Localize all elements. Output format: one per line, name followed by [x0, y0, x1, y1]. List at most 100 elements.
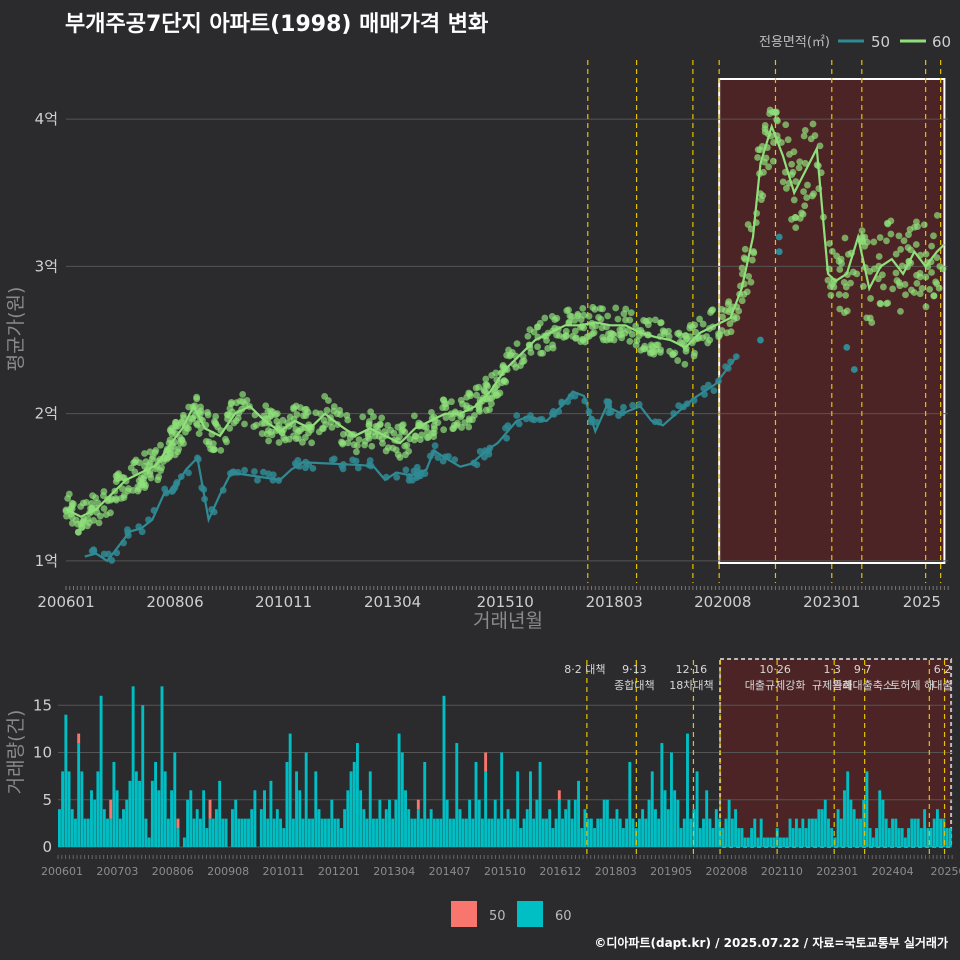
bar-60 — [74, 818, 77, 847]
bar-60 — [240, 818, 244, 847]
point-60 — [744, 221, 752, 228]
bar-60 — [798, 828, 802, 847]
bar-60 — [83, 818, 87, 847]
annotation-label: 대출규제강화 — [745, 679, 806, 692]
bar-50 — [109, 799, 113, 819]
bar-60 — [134, 771, 138, 847]
bar-60 — [333, 818, 337, 847]
point-60 — [589, 303, 597, 311]
point-60 — [759, 192, 767, 200]
point-60 — [177, 419, 185, 427]
bar-60 — [400, 752, 404, 847]
point-50 — [260, 468, 267, 476]
bar-60 — [484, 771, 488, 847]
bar-60 — [522, 818, 526, 847]
point-60 — [861, 233, 869, 241]
point-60 — [803, 194, 811, 201]
bar-60 — [372, 818, 375, 847]
bar-60 — [112, 761, 116, 847]
point-60 — [657, 319, 665, 326]
point-50 — [775, 233, 783, 241]
point-60 — [179, 411, 187, 419]
bar-60 — [785, 837, 789, 847]
bar-60 — [93, 799, 97, 847]
bar-60 — [86, 818, 90, 847]
point-60 — [285, 435, 293, 443]
point-60 — [843, 307, 851, 315]
bar-60 — [513, 818, 516, 847]
point-60 — [750, 248, 757, 255]
point-60 — [492, 369, 500, 377]
bar-60 — [666, 809, 670, 847]
bar-60 — [682, 818, 686, 847]
point-60 — [835, 257, 843, 265]
bar-60 — [532, 818, 536, 847]
bar-60 — [266, 818, 270, 847]
point-60 — [833, 252, 840, 260]
point-60 — [96, 512, 104, 520]
bar-60 — [644, 818, 648, 847]
annotation-label: 특례대출축소 — [832, 679, 893, 692]
bar-60 — [580, 828, 584, 847]
bar-60 — [147, 837, 151, 847]
bar-60 — [509, 818, 513, 847]
bar-60 — [64, 714, 68, 847]
bar-60 — [708, 818, 712, 847]
point-50 — [434, 454, 442, 462]
bar-60 — [737, 828, 741, 847]
point-60 — [470, 412, 478, 419]
bar-60 — [356, 743, 359, 847]
bar-60 — [689, 818, 693, 847]
x-tick-label: 202110 — [761, 865, 803, 878]
bar-60 — [593, 828, 597, 847]
bar-60 — [599, 818, 603, 847]
point-60 — [401, 442, 409, 450]
point-60 — [844, 250, 852, 258]
point-60 — [488, 400, 495, 408]
point-60 — [726, 320, 734, 328]
price-chart: 1억 2억 3억 4억 200601 200806 201011 201304 201510 20… — [5, 33, 951, 632]
point-60 — [902, 291, 909, 299]
bar-60 — [564, 809, 568, 847]
point-60 — [378, 435, 386, 442]
bar-60 — [384, 809, 388, 847]
bar-60 — [881, 799, 885, 847]
bar-60 — [452, 818, 456, 847]
point-60 — [365, 422, 373, 429]
point-60 — [541, 314, 549, 322]
point-60 — [265, 437, 272, 445]
point-60 — [922, 303, 930, 311]
point-60 — [64, 494, 72, 502]
point-60 — [141, 450, 148, 457]
point-60 — [648, 348, 656, 356]
bar-60 — [679, 828, 683, 847]
point-60 — [898, 262, 906, 270]
bar-60 — [846, 771, 850, 847]
point-60 — [659, 327, 667, 335]
point-60 — [293, 411, 301, 418]
point-60 — [876, 234, 884, 241]
bar-60 — [583, 809, 587, 847]
point-60 — [928, 242, 935, 250]
point-60 — [895, 232, 903, 240]
point-60 — [236, 397, 244, 405]
bar-60 — [221, 818, 225, 847]
bar-50 — [557, 790, 561, 800]
bar-60 — [673, 790, 677, 847]
bar-60 — [942, 818, 946, 847]
bar-60 — [529, 771, 532, 847]
point-60 — [243, 396, 251, 404]
point-60 — [368, 442, 376, 450]
point-60 — [893, 277, 901, 284]
bar-60 — [323, 818, 327, 847]
bar-60 — [259, 809, 263, 847]
bar-60 — [336, 818, 340, 847]
bar-60 — [769, 837, 773, 847]
point-60 — [205, 441, 213, 449]
annotation-date: 10·26 — [759, 663, 791, 676]
point-60 — [792, 178, 800, 185]
point-60 — [267, 407, 274, 415]
point-60 — [809, 120, 817, 128]
bar-60 — [865, 771, 869, 847]
bar-60 — [224, 818, 228, 847]
